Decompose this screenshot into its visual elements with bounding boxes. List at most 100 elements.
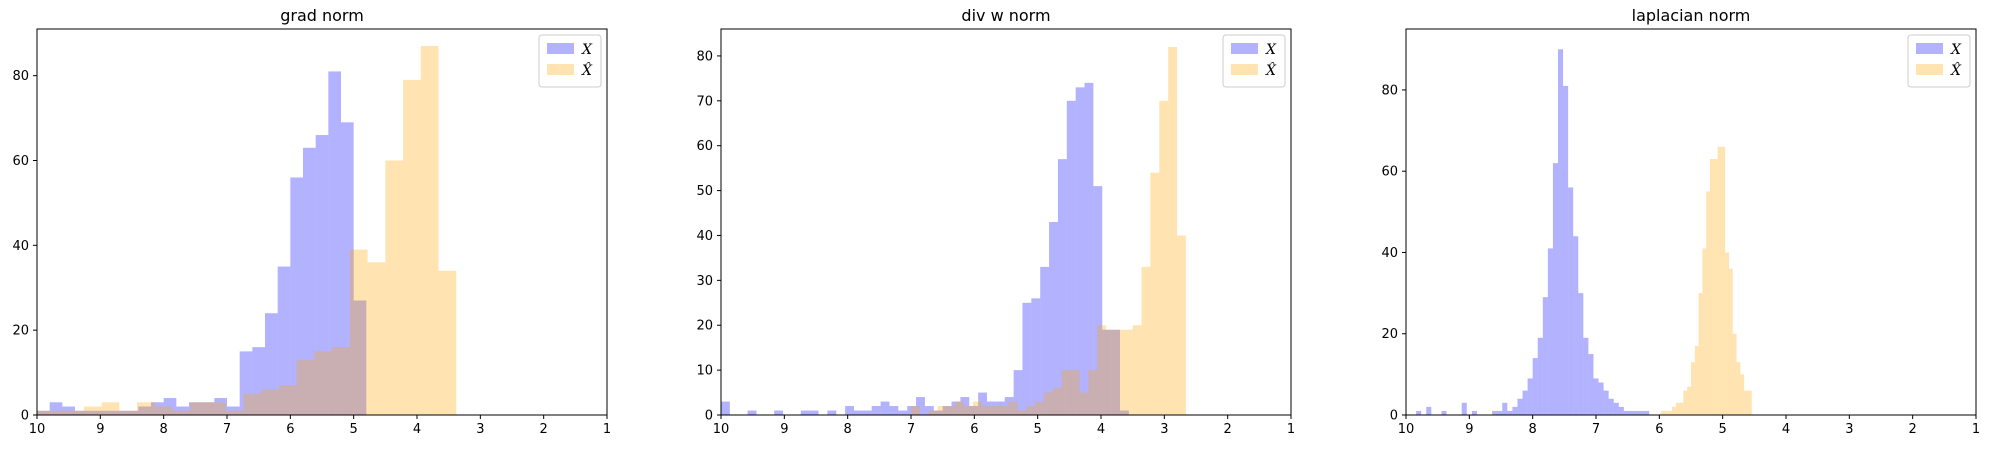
bar-x [1507,410,1513,415]
bar-x [1013,370,1023,415]
bar-x [163,398,177,415]
x-tick-label: 5 [350,422,358,437]
bar-xhat [1079,392,1089,415]
bar-xhat [1687,386,1691,415]
bar-x [1084,82,1094,415]
bar-x [214,398,227,415]
bar-xhat [349,249,368,415]
bar-x [721,401,730,415]
bar-x [290,177,303,415]
x-tick-label: 6 [1655,422,1663,437]
bar-xhat [225,410,244,415]
bar-xhat [261,389,279,415]
bar-x [1578,293,1584,415]
bar-x [942,406,952,415]
bar-x [100,410,113,415]
bar-xhat [1132,325,1142,415]
bar-xhat [190,402,208,415]
bar-x [995,401,1005,415]
legend-box [538,34,602,88]
bar-x [1066,100,1076,415]
x-tick-label: 9 [780,422,788,437]
bar-x [1441,410,1447,415]
bar-x [1461,402,1467,415]
legend-swatch [547,43,574,54]
x-tick-label: 1 [603,422,611,437]
bar-xhat [999,406,1009,415]
bar-xhat [1017,410,1027,415]
bar-x [125,410,139,415]
bar-xhat [1740,374,1745,415]
bar-x [113,410,126,415]
bar-x [809,410,819,415]
bar-xhat [1721,146,1726,415]
legend: X X̂ [538,34,602,88]
bar-x [969,406,979,415]
legend-label: X [1950,42,1962,58]
bar-xhat [66,410,84,415]
bar-xhat [1035,401,1044,415]
bar-xhat [1744,390,1748,415]
bar-x [1522,390,1528,415]
bar-x [1111,329,1120,415]
bar-xhat [1168,46,1177,415]
y-tick-label: 0 [1390,409,1398,424]
bar-x [854,410,863,415]
bar-x [1502,402,1508,415]
axes-frame [720,28,1292,416]
legend-swatch [1231,64,1258,75]
bar-xhat [1061,370,1071,415]
bar-xhat [1070,370,1080,415]
bar-x [87,410,101,415]
legend: X X̂ [1907,34,1971,88]
legend-label: X̂ [1950,61,1962,79]
bar-xhat [1725,252,1729,415]
x-tick-label: 2 [1224,422,1232,437]
x-tick-label: 3 [1160,422,1168,437]
bar-xhat [973,401,982,415]
bar-x [353,300,367,415]
bar-x [1552,163,1558,415]
bar-xhat [1691,362,1695,415]
bar-x [1634,410,1640,415]
bars-group [721,46,1186,415]
legend-box [1222,34,1286,88]
x-tick-label: 6 [970,422,978,437]
bar-xhat [154,406,173,415]
bar-xhat [946,406,956,415]
bar-x [774,410,784,415]
bar-x [1547,248,1553,415]
bar-xhat [1668,410,1672,415]
y-tick-label: 20 [1381,327,1398,342]
bar-x [328,71,341,415]
x-tick-label: 2 [540,422,548,437]
bar-xhat [928,410,938,415]
bar-xhat [1088,370,1098,415]
bar-x [341,122,354,415]
bar-x [176,406,189,415]
bar-x [1517,398,1523,415]
bar-xhat [981,406,991,415]
y-tick-label: 20 [12,324,29,339]
bar-x [1598,382,1604,415]
bar-x [1613,402,1619,415]
bar-x [862,410,872,415]
bar-xhat [83,406,102,415]
x-tick-label: 10 [713,422,730,437]
bar-xhat [1177,235,1186,415]
bar-x [951,401,961,415]
bar-xhat [1159,100,1169,415]
bar-xhat [1717,146,1722,415]
legend-label: X̂ [581,61,593,79]
bar-xhat [1114,329,1124,415]
x-tick-label: 9 [1465,422,1473,437]
bar-xhat [911,406,920,415]
bar-x [1588,354,1594,415]
bar-x [747,410,757,415]
bar-x [239,351,253,415]
bar-x [924,406,934,415]
bar-x [227,406,240,415]
legend-label: X [581,42,593,58]
